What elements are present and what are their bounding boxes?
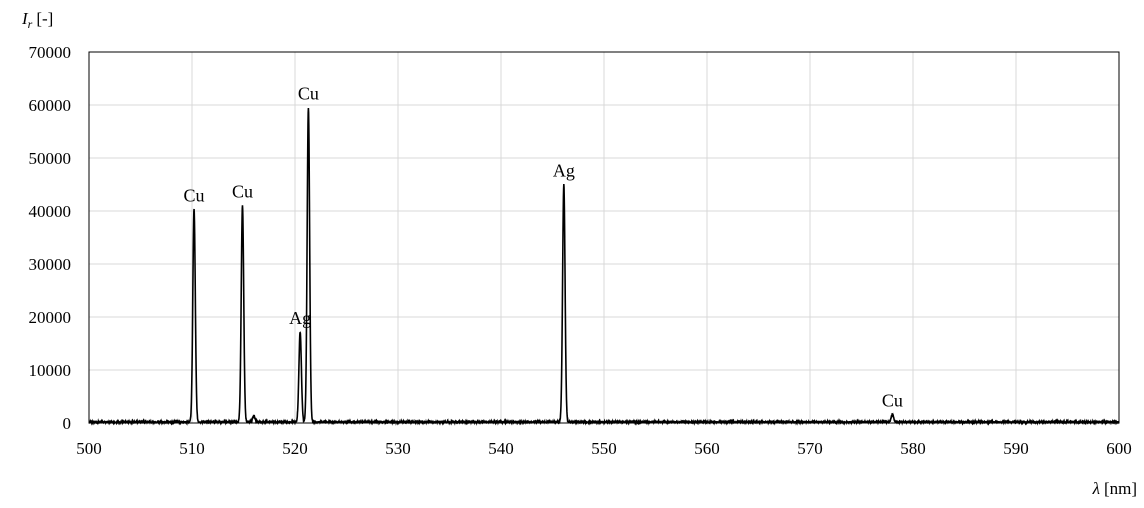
x-axis-label: λ [nm] <box>1092 479 1137 498</box>
y-tick-labels: 0 10000 20000 30000 40000 50000 60000 70000 <box>29 43 72 433</box>
peak-label: Ag <box>553 161 575 181</box>
peak-label: Cu <box>298 84 319 104</box>
x-tick-label: 540 <box>488 439 514 458</box>
y-axis-label: Ir [-] <box>21 9 53 31</box>
y-tick-label: 70000 <box>29 43 72 62</box>
y-tick-label: 40000 <box>29 202 72 221</box>
x-axis-unit: [nm] <box>1104 479 1137 498</box>
x-tick-label: 530 <box>385 439 411 458</box>
x-tick-label: 580 <box>900 439 926 458</box>
x-tick-label: 550 <box>591 439 617 458</box>
peak-label: Cu <box>184 185 205 205</box>
grid-lines <box>88 51 1120 424</box>
x-tick-label: 600 <box>1106 439 1132 458</box>
y-tick-label: 20000 <box>29 308 72 327</box>
y-tick-label: 60000 <box>29 96 72 115</box>
y-tick-label: 30000 <box>29 255 72 274</box>
peak-label: Cu <box>232 182 253 202</box>
y-axis-unit: [-] <box>36 9 53 28</box>
x-tick-label: 510 <box>179 439 205 458</box>
x-tick-label: 500 <box>76 439 102 458</box>
x-tick-labels: 500 510 520 530 540 550 560 570 580 590 600 <box>76 439 1132 458</box>
x-tick-label: 520 <box>282 439 308 458</box>
x-tick-label: 560 <box>694 439 720 458</box>
y-axis-subscript: r <box>28 17 33 31</box>
x-tick-label: 570 <box>797 439 823 458</box>
x-axis-symbol: λ <box>1092 479 1100 498</box>
series-line-spectrum <box>88 108 1120 426</box>
y-tick-label: 10000 <box>29 361 72 380</box>
peak-annotations: Cu Cu Ag Cu Ag Cu <box>184 84 903 411</box>
y-tick-label: 50000 <box>29 149 72 168</box>
peak-label: Cu <box>882 391 903 411</box>
y-axis-symbol: I <box>21 9 29 28</box>
x-tick-label: 590 <box>1003 439 1029 458</box>
peak-label: Ag <box>289 308 311 328</box>
y-tick-label: 0 <box>63 414 72 433</box>
